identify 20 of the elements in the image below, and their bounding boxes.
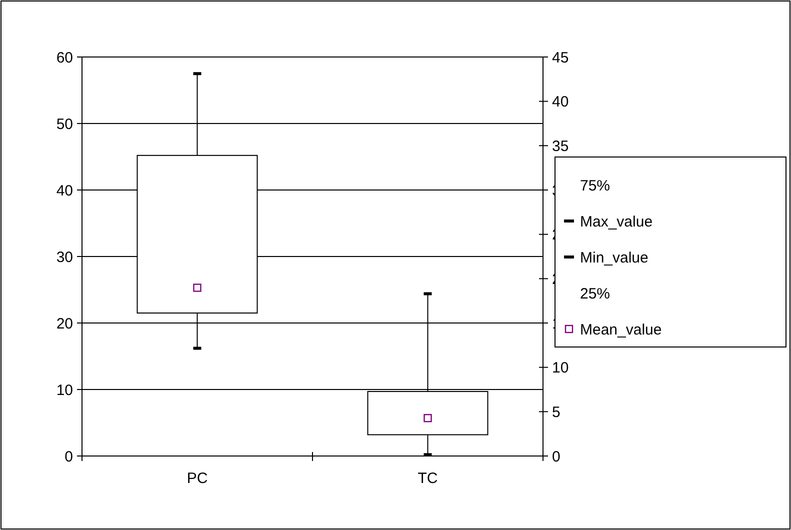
x-tick-label: PC [186,470,208,487]
y2-tick-label: 40 [552,94,569,111]
text: Max_value [580,213,653,230]
legend-label: Mean_value [580,321,662,338]
y-tick-label: 60 [56,49,73,66]
text: Min_value [580,249,648,266]
y2-tick-label: 5 [552,404,560,421]
y-tick-label: 50 [56,116,73,133]
text: 25% [580,285,610,302]
y-tick-label: 0 [64,448,73,466]
y2-tick-label: 0 [552,448,560,466]
y2-tick-label: 10 [552,360,569,377]
y-tick-label: 40 [56,182,73,200]
text: 75% [580,177,610,194]
y-tick-label: 10 [56,382,73,399]
y2-tick-label: 45 [552,49,569,66]
x-tick-label: TC [418,470,438,487]
y2-tick-label: 35 [552,138,569,155]
y-tick-label: 30 [56,248,73,266]
y-tick-label: 20 [56,315,73,332]
